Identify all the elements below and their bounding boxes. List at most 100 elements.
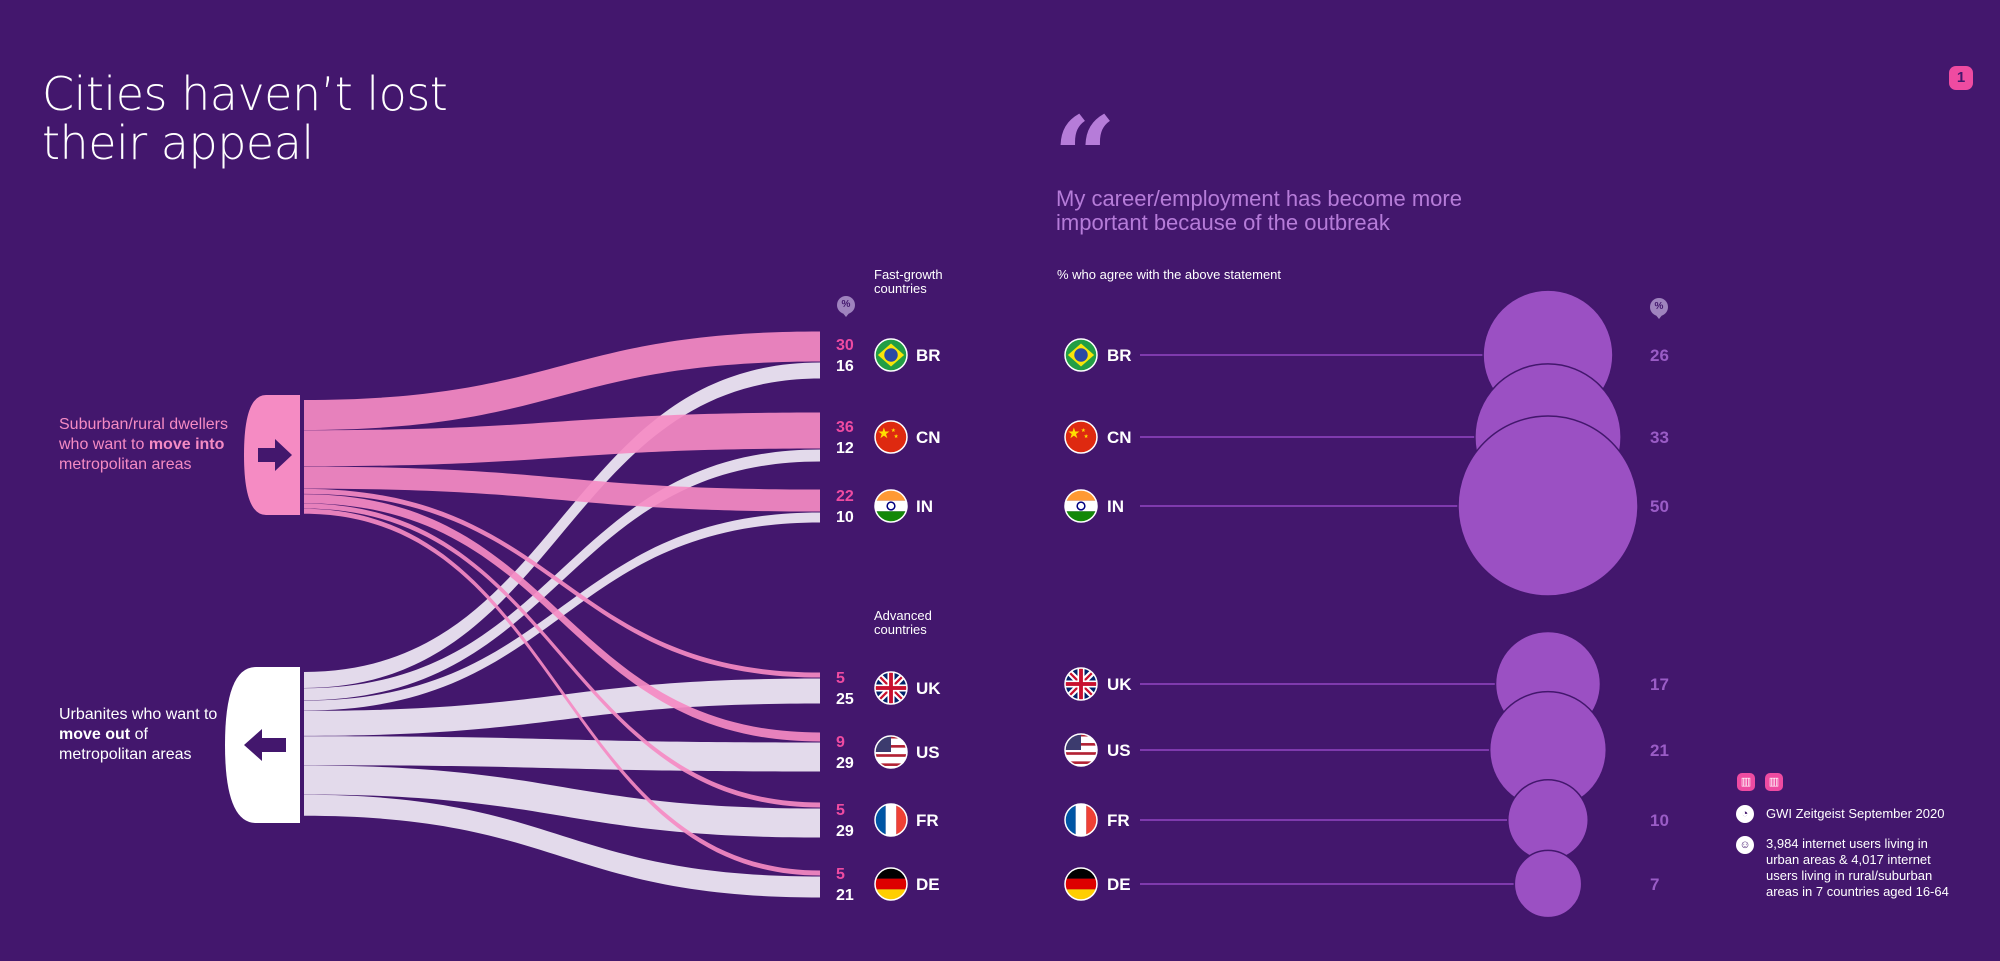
flag-left-fr	[874, 803, 908, 837]
country-label-right-cn: CN	[1107, 428, 1132, 447]
statement-text: My career/employment has become more imp…	[1056, 186, 1462, 235]
flag-right-in	[1064, 489, 1098, 523]
flag-right-br	[1064, 338, 1098, 372]
bubble-value-in: 50	[1650, 497, 1669, 516]
flow-suburban-cn	[304, 412, 820, 467]
bubble-value-uk: 17	[1650, 675, 1669, 694]
svg-text:★: ★	[1067, 426, 1080, 442]
arrow-right-icon	[258, 439, 292, 471]
quote-icon: “	[1053, 92, 1117, 221]
bubble-in	[1457, 415, 1639, 597]
suburban-value-uk: 5	[836, 670, 845, 687]
flag-right-uk	[1064, 667, 1098, 701]
clock-icon: ◔	[1736, 805, 1754, 823]
suburban-origin-label: Suburban/rural dwellers who want to move…	[59, 416, 228, 473]
flag-left-uk	[874, 671, 908, 705]
country-label-left-de: DE	[916, 875, 940, 894]
suburban-value-cn: 36	[836, 419, 854, 436]
flag-left-us	[874, 735, 908, 769]
flag-right-fr	[1064, 803, 1098, 837]
suburban-value-fr: 5	[836, 802, 845, 819]
country-label-right-uk: UK	[1107, 675, 1132, 694]
flow-urban-us	[304, 736, 820, 772]
chart-icon: ▥	[1737, 773, 1755, 791]
flow-suburban-uk	[304, 488, 820, 678]
fast-growth-label: Fast-growth countries	[874, 267, 943, 296]
flow-urban-br	[304, 362, 820, 688]
flow-suburban-de	[304, 508, 820, 876]
suburban-value-in: 22	[836, 488, 854, 505]
advanced-label: Advanced countries	[874, 608, 932, 637]
flow-links	[304, 331, 820, 898]
urban-value-fr: 29	[836, 823, 854, 840]
percent-marker-left: %	[837, 296, 855, 317]
bubble-de	[1513, 849, 1583, 919]
flow-country-flags: ★ ★★	[874, 338, 908, 901]
country-label-right-br: BR	[1107, 346, 1132, 365]
flow-urban-de	[304, 794, 820, 898]
country-label-left-cn: CN	[916, 428, 941, 447]
country-label-left-fr: FR	[916, 811, 939, 830]
bubble-value-us: 21	[1650, 741, 1669, 760]
flow-urban-in	[304, 512, 820, 711]
bubble-value-br: 26	[1650, 346, 1669, 365]
country-label-right-de: DE	[1107, 875, 1131, 894]
suburban-value-us: 9	[836, 734, 845, 751]
country-label-left-in: IN	[916, 497, 933, 516]
flow-suburban-us	[304, 494, 820, 742]
flag-left-br	[874, 338, 908, 372]
suburban-origin-bar	[300, 394, 304, 516]
svg-text:★: ★	[894, 433, 899, 440]
bubble-value-fr: 10	[1650, 811, 1669, 830]
page-number-badge: 1	[1949, 66, 1973, 90]
urban-value-cn: 12	[836, 440, 854, 457]
urban-value-in: 10	[836, 509, 854, 526]
urban-value-uk: 25	[836, 691, 854, 708]
flag-left-in	[874, 489, 908, 523]
bubble-value-de: 7	[1650, 875, 1659, 894]
bubble-chart-subtitle: % who agree with the above statement	[1057, 267, 1282, 282]
svg-text:★: ★	[891, 427, 896, 434]
flag-left-cn: ★ ★★	[874, 420, 908, 454]
country-label-right-fr: FR	[1107, 811, 1130, 830]
country-label-left-us: US	[916, 743, 940, 762]
svg-text:★: ★	[877, 426, 890, 442]
flow-suburban-br	[304, 331, 820, 430]
flow-suburban-in	[304, 466, 820, 512]
flag-right-de	[1064, 867, 1098, 901]
chart-icon: ▥	[1765, 773, 1783, 791]
suburban-value-de: 5	[836, 866, 845, 883]
percent-marker-right: %	[1650, 298, 1668, 319]
country-label-left-uk: UK	[916, 679, 941, 698]
bubble-circles	[1457, 289, 1639, 919]
country-label-left-br: BR	[916, 346, 941, 365]
flag-right-us	[1064, 733, 1098, 767]
flow-urban-fr	[304, 765, 820, 838]
page-title: Cities haven’t lost their appeal	[42, 67, 448, 170]
bubble-value-labels: 26 33 50 17 21 10 7	[1650, 346, 1669, 894]
urban-value-br: 16	[836, 358, 854, 375]
bubble-fr	[1507, 779, 1589, 861]
flow-suburban-fr	[304, 503, 820, 808]
bubble-value-cn: 33	[1650, 428, 1669, 447]
flag-right-cn: ★ ★★	[1064, 420, 1098, 454]
flag-left-de	[874, 867, 908, 901]
flow-urban-uk	[304, 678, 820, 736]
svg-text:★: ★	[1084, 433, 1089, 440]
suburban-value-br: 30	[836, 337, 854, 354]
people-icon: ☺	[1736, 836, 1754, 854]
flow-urban-cn	[304, 449, 820, 701]
urban-value-de: 21	[836, 887, 854, 904]
svg-text:★: ★	[1081, 427, 1086, 434]
urban-origin-label: Urbanites who want to move out of metrop…	[59, 706, 218, 763]
country-label-right-us: US	[1107, 741, 1131, 760]
flow-value-labels: 30 16 BR 36 12 CN 22 10 IN 5 25 UK 9 29 US 5 29 FR 5 21 DE	[836, 337, 941, 904]
country-label-right-in: IN	[1107, 497, 1124, 516]
arrow-left-icon	[244, 729, 286, 761]
urban-value-us: 29	[836, 755, 854, 772]
urban-origin-bar	[300, 666, 304, 824]
